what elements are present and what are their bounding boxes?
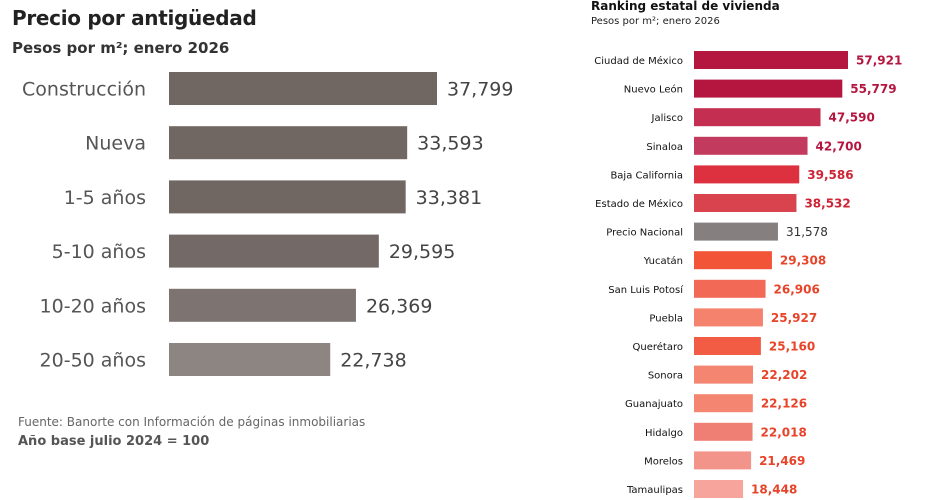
value-label: 39,586 xyxy=(807,168,853,182)
category-label: 1-5 años xyxy=(64,187,146,209)
bar xyxy=(694,480,744,498)
category-label: Yucatán xyxy=(643,255,683,267)
value-label: 33,381 xyxy=(416,187,482,209)
category-label: Sonora xyxy=(648,371,683,382)
category-label: 10-20 años xyxy=(40,295,146,317)
category-label: Morelos xyxy=(644,456,683,467)
value-label: 25,160 xyxy=(769,340,815,354)
bar xyxy=(694,365,754,384)
category-label: Jalisco xyxy=(651,113,683,124)
bar xyxy=(694,165,800,184)
value-label: 25,927 xyxy=(771,311,817,325)
bar xyxy=(694,194,797,212)
value-label: 42,700 xyxy=(816,139,862,153)
bar xyxy=(694,394,753,413)
category-label: Querétaro xyxy=(633,341,683,353)
bar xyxy=(694,308,763,327)
value-label: 57,921 xyxy=(856,54,902,68)
category-label: Estado de México xyxy=(595,198,683,210)
category-label: 5-10 años xyxy=(52,241,146,263)
bar xyxy=(694,79,843,98)
bar xyxy=(694,108,821,127)
category-label: Tamaulipas xyxy=(626,485,683,496)
value-label: 31,578 xyxy=(786,225,828,239)
value-label: 22,738 xyxy=(340,350,406,372)
value-label: 55,779 xyxy=(850,82,896,96)
bar xyxy=(169,234,379,268)
category-label: Ciudad de México xyxy=(594,55,683,67)
bar xyxy=(169,72,437,105)
bar xyxy=(169,288,356,322)
base-year-note: Año base julio 2024 = 100 xyxy=(18,434,210,449)
bar xyxy=(694,222,778,241)
category-label: 20-50 años xyxy=(40,350,146,372)
bar xyxy=(694,451,752,470)
value-label: 22,202 xyxy=(761,368,807,382)
value-label: 18,448 xyxy=(751,483,797,497)
value-label: 38,532 xyxy=(804,197,850,211)
category-label: Construcción xyxy=(22,79,146,101)
bar xyxy=(169,343,331,376)
value-label: 47,590 xyxy=(829,111,875,125)
right-chart-title: Ranking estatal de vivienda xyxy=(591,0,780,13)
value-label: 22,126 xyxy=(761,397,807,411)
bar xyxy=(694,279,766,298)
value-label: 26,906 xyxy=(774,282,820,296)
bar xyxy=(694,136,808,155)
right-chart-subtitle: Pesos por m²; enero 2026 xyxy=(591,16,720,27)
value-label: 29,595 xyxy=(389,241,455,263)
value-label: 21,469 xyxy=(759,454,805,468)
category-label: Puebla xyxy=(649,313,683,324)
bar xyxy=(169,180,406,214)
category-label: Hidalgo xyxy=(645,428,683,439)
category-label: Nuevo León xyxy=(624,84,683,96)
bar xyxy=(694,251,772,270)
bar xyxy=(694,51,848,69)
category-label: Baja California xyxy=(610,170,683,181)
category-label: Nueva xyxy=(85,133,146,155)
category-label: Precio Nacional xyxy=(606,228,683,239)
source-footnote: Fuente: Banorte con Información de págin… xyxy=(18,415,366,429)
left-chart-subtitle: Pesos por m²; enero 2026 xyxy=(12,39,230,57)
value-label: 26,369 xyxy=(366,295,432,317)
value-label: 22,018 xyxy=(761,425,807,439)
value-label: 29,308 xyxy=(780,254,826,268)
category-label: Guanajuato xyxy=(625,399,683,410)
category-label: San Luis Potosí xyxy=(608,284,684,296)
value-label: 37,799 xyxy=(447,79,513,101)
bar xyxy=(169,126,408,160)
category-label: Sinaloa xyxy=(646,142,683,153)
value-label: 33,593 xyxy=(417,133,483,155)
bar xyxy=(694,422,753,441)
left-chart-title: Precio por antigüedad xyxy=(12,6,257,30)
bar xyxy=(694,337,761,355)
